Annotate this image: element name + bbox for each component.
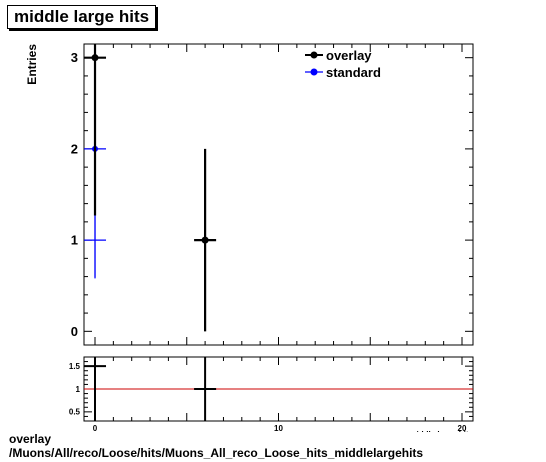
- footer-line-2: /Muons/All/reco/Loose/hits/Muons_All_rec…: [9, 446, 424, 460]
- x-tick-label: 20: [458, 424, 467, 432]
- legend-marker: [310, 68, 318, 76]
- main-panel: 0 1 2 3 Entries overlay standard: [25, 43, 474, 346]
- legend-label: overlay: [326, 48, 372, 63]
- data-point: [91, 54, 99, 62]
- x-tick-label: 0: [93, 424, 98, 432]
- y-tick-label: 3: [71, 50, 78, 65]
- y-tick-label: 1: [71, 233, 78, 248]
- y-tick-label: 1.5: [69, 362, 81, 371]
- y-tick-label: 0.5: [69, 408, 81, 417]
- legend-label: standard: [326, 65, 381, 80]
- y-tick-label: 1: [76, 385, 81, 394]
- main-plot-frame: [83, 43, 474, 346]
- chart-title: middle large hits: [7, 5, 157, 29]
- footer-line-1: overlay: [9, 432, 52, 446]
- ratio-panel: 0.5 1 1.5 0 10 20middle large hits: [69, 356, 474, 432]
- y-axis-label: Entries: [25, 44, 39, 85]
- footer: overlay /Muons/All/reco/Loose/hits/Muons…: [9, 432, 423, 460]
- x-tick-label: 10: [274, 424, 283, 432]
- legend-marker: [310, 51, 318, 59]
- y-tick-label: 0: [71, 324, 78, 339]
- data-point: [201, 236, 209, 244]
- x-axis-label: middle large hits: [409, 430, 473, 432]
- chart-canvas: 0 1 2 3 Entries overlay standard 0.5 1 1.5 0 10 20m…: [25, 43, 474, 432]
- y-tick-label: 2: [71, 141, 78, 156]
